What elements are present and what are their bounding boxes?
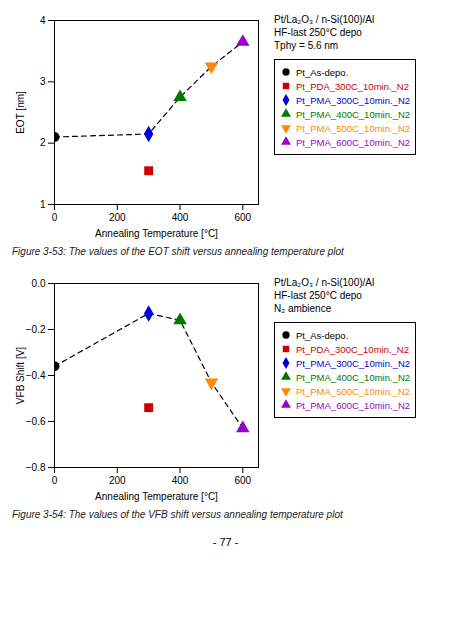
html-text:Pt_PMA_400C_10min._N2: Pt_PMA_400C_10min._N2 [296,108,411,120]
html-text:Pt/La₂O₃ / n-Si(100)/Al: Pt/La₂O₃ / n-Si(100)/Al [274,14,375,25]
svg-text:−0.2: −0.2 [26,324,46,335]
html-text:Pt_PMA_300C_10min._N2: Pt_PMA_300C_10min._N2 [296,94,411,106]
svg-text:Annealing Temperature [°C]: Annealing Temperature [°C] [95,491,218,502]
svg-text:VFB Shift [V]: VFB Shift [V] [15,347,26,404]
html-text:Pt_PMA_300C_10min._N2: Pt_PMA_300C_10min._N2 [296,357,411,369]
html-text:Pt_PMA_500C_10min._N2: Pt_PMA_500C_10min._N2 [296,122,411,134]
svg-text:400: 400 [172,475,189,486]
svg-text:600: 600 [234,212,251,223]
html-text:Tphy = 5.6 nm: Tphy = 5.6 nm [274,40,339,51]
html-text:HF-last 250°C depo: HF-last 250°C depo [274,27,362,38]
html-text:Pt_PMA_600C_10min._N2: Pt_PMA_600C_10min._N2 [296,136,411,148]
html-text:- 77 -: - 77 - [212,536,239,548]
svg-text:400: 400 [172,212,189,223]
html-text:Pt_PDA_300C_10min._N2: Pt_PDA_300C_10min._N2 [296,343,409,355]
html-text:HF-last 250°C depo: HF-last 250°C depo [274,290,362,301]
svg-text:2: 2 [40,137,46,148]
svg-text:EOT [nm]: EOT [nm] [15,91,26,134]
html-text:Pt_As-depo.: Pt_As-depo. [296,66,349,78]
html-text:Pt_PMA_500C_10min._N2: Pt_PMA_500C_10min._N2 [296,385,411,397]
html-text:Pt/La₂O₃ / n-Si(100)/Al: Pt/La₂O₃ / n-Si(100)/Al [274,277,375,288]
html-text:Pt_PMA_400C_10min._N2: Pt_PMA_400C_10min._N2 [296,371,411,383]
svg-text:600: 600 [234,475,251,486]
html-text:Figure 3-53: The values of the: Figure 3-53: The values of the EOT shift… [12,246,344,257]
html-text:Pt_PMA_600C_10min._N2: Pt_PMA_600C_10min._N2 [296,399,411,411]
svg-text:−0.8: −0.8 [26,462,46,473]
html-text:Figure 3-54: The values of the: Figure 3-54: The values of the VFB shift… [12,509,343,520]
svg-text:200: 200 [109,475,126,486]
svg-text:0: 0 [52,475,58,486]
svg-text:4: 4 [40,15,46,26]
svg-text:−0.4: −0.4 [26,370,46,381]
svg-text:3: 3 [40,76,46,87]
html-text:Pt_As-depo.: Pt_As-depo. [296,329,349,341]
html-text:N₂ ambience: N₂ ambience [274,303,332,314]
svg-text:−0.6: −0.6 [26,416,46,427]
svg-text:0.0: 0.0 [32,278,46,289]
svg-text:Annealing Temperature [°C]: Annealing Temperature [°C] [95,228,218,239]
html-text:Pt_PDA_300C_10min._N2: Pt_PDA_300C_10min._N2 [296,80,409,92]
svg-text:200: 200 [109,212,126,223]
svg-text:0: 0 [52,212,58,223]
svg-text:1: 1 [40,199,46,210]
